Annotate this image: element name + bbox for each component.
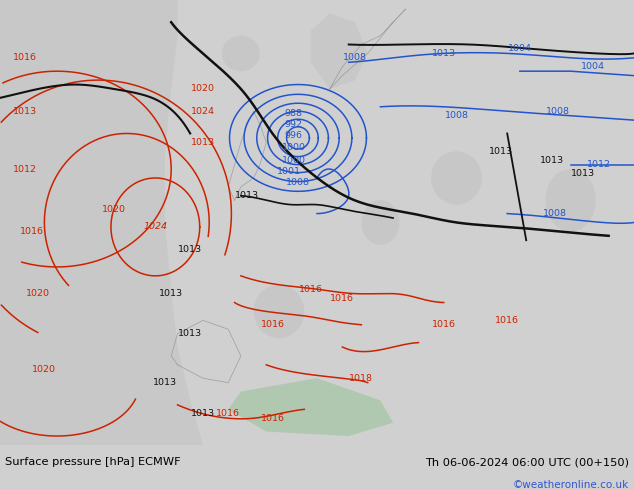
Text: 1013: 1013 (235, 191, 259, 200)
Text: 1000: 1000 (281, 143, 306, 152)
Text: 1008: 1008 (343, 53, 367, 62)
Text: 1013: 1013 (191, 409, 215, 418)
Polygon shape (311, 13, 368, 89)
Text: 1024: 1024 (191, 107, 215, 116)
Text: 1013: 1013 (489, 147, 513, 156)
Text: 1001: 1001 (277, 167, 301, 176)
Text: ©weatheronline.co.uk: ©weatheronline.co.uk (513, 480, 629, 490)
Text: 1013: 1013 (153, 378, 177, 387)
Ellipse shape (361, 200, 399, 245)
Text: 1008: 1008 (546, 107, 570, 116)
Text: 1013: 1013 (571, 169, 595, 178)
Text: 1013: 1013 (159, 289, 183, 298)
Text: 1016: 1016 (20, 227, 44, 236)
Text: 1013: 1013 (178, 245, 202, 254)
Ellipse shape (545, 169, 596, 231)
Polygon shape (228, 378, 393, 436)
Text: 1020: 1020 (102, 205, 126, 214)
Text: 992: 992 (285, 120, 302, 129)
Text: 1013: 1013 (191, 138, 215, 147)
Text: 1016: 1016 (330, 294, 354, 303)
Text: 1020: 1020 (26, 289, 50, 298)
Text: 988: 988 (284, 109, 302, 118)
Text: 1016: 1016 (261, 320, 285, 329)
Text: 1012: 1012 (13, 165, 37, 173)
Text: 1016: 1016 (261, 414, 285, 423)
Ellipse shape (222, 36, 260, 71)
Text: 1016: 1016 (216, 409, 240, 418)
Ellipse shape (254, 285, 304, 338)
Text: 1013: 1013 (13, 107, 37, 116)
Text: 1016: 1016 (13, 53, 37, 62)
Text: 1018: 1018 (349, 374, 373, 383)
Text: Surface pressure [hPa] ECMWF: Surface pressure [hPa] ECMWF (5, 457, 181, 467)
Text: 1004: 1004 (581, 62, 605, 71)
Text: 1008: 1008 (444, 111, 469, 120)
Text: 1008: 1008 (543, 209, 567, 218)
Text: Th 06-06-2024 06:00 UTC (00+150): Th 06-06-2024 06:00 UTC (00+150) (425, 457, 629, 467)
Text: 1004: 1004 (508, 45, 532, 53)
Ellipse shape (431, 151, 482, 205)
Text: 1012: 1012 (587, 160, 611, 169)
Text: 1020: 1020 (32, 365, 56, 374)
Text: 996: 996 (285, 131, 302, 140)
Text: 1008: 1008 (286, 178, 310, 187)
Text: 1000: 1000 (281, 156, 306, 165)
Text: 1013: 1013 (540, 156, 564, 165)
Polygon shape (0, 0, 203, 445)
Text: 1020: 1020 (191, 84, 215, 94)
Text: 1024: 1024 (143, 222, 167, 231)
Text: 1016: 1016 (495, 316, 519, 325)
Text: 1016: 1016 (299, 285, 323, 294)
Text: 1016: 1016 (432, 320, 456, 329)
Text: 1013: 1013 (178, 329, 202, 338)
Text: 1013: 1013 (432, 49, 456, 58)
